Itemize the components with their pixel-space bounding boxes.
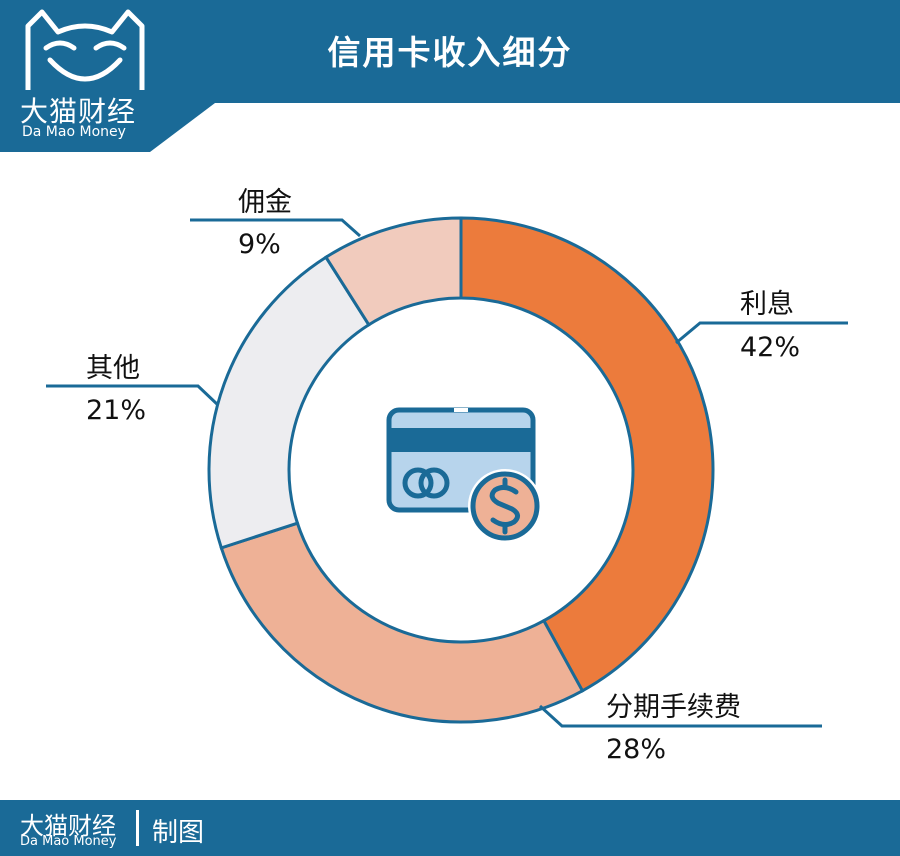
leader-line-installment <box>538 704 822 728</box>
label-interest-value: 42% <box>740 332 800 363</box>
footer-bar: 大猫财经 Da Mao Money 制图 <box>0 800 900 856</box>
footer-brand-en: Da Mao Money <box>20 834 117 849</box>
leader-line-other <box>46 384 220 407</box>
slice-interest <box>459 216 715 693</box>
leader-line-interest <box>675 321 848 345</box>
label-installment-value: 28% <box>606 734 666 765</box>
cat-face-icon <box>25 9 145 90</box>
logo-text-cn: 大猫财经 <box>20 95 137 128</box>
label-interest-name: 利息 <box>740 289 794 320</box>
label-commission-name: 佣金 <box>238 187 292 218</box>
footer-brand-cn: 大猫财经 <box>20 812 116 840</box>
page-title: 信用卡收入细分 <box>327 33 573 72</box>
credit-card-dollar-icon <box>386 407 542 543</box>
slice-commission <box>323 216 463 327</box>
label-installment-name: 分期手续费 <box>606 692 741 723</box>
logo-text-en: Da Mao Money <box>22 124 126 140</box>
label-commission-value: 9% <box>238 229 281 260</box>
footer-credit: 制图 <box>152 818 205 848</box>
footer-divider <box>136 810 139 846</box>
leader-line-commission <box>190 218 361 238</box>
slice-installment <box>219 521 585 724</box>
slice-other <box>207 255 371 550</box>
label-other-name: 其他 <box>86 353 140 384</box>
label-other-value: 21% <box>86 395 146 426</box>
donut-slices <box>207 216 715 724</box>
brand-logo: 大猫财经 Da Mao Money <box>0 0 215 152</box>
